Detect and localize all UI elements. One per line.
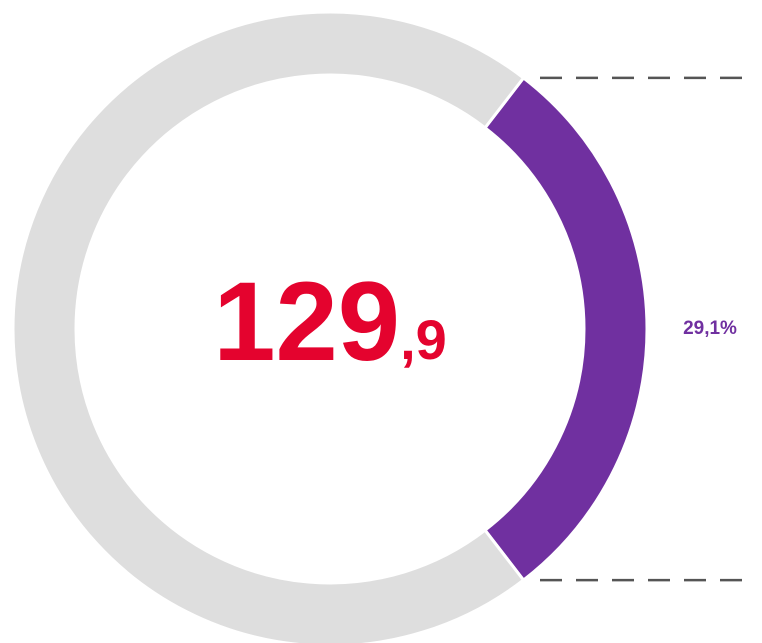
center-main: 129 — [213, 259, 400, 384]
donut-segment — [11, 10, 526, 643]
center-label: 129,9 — [213, 259, 447, 384]
value-label: 29,1% — [683, 318, 737, 339]
donut-segment — [482, 75, 649, 583]
center-decimal: ,9 — [400, 308, 447, 371]
